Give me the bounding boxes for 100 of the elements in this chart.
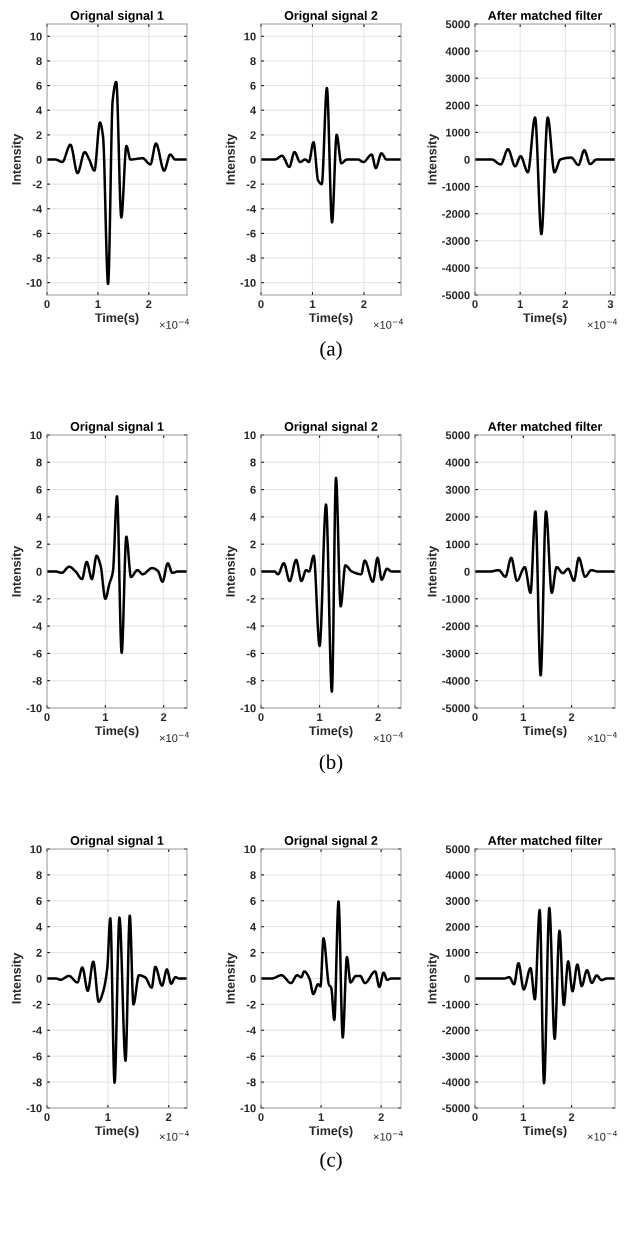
y-tick-label: 8: [36, 458, 42, 467]
text: ×10$^{−4}$: [159, 1130, 190, 1141]
x-tick-label: 1: [95, 300, 101, 308]
y-tick-label: -2: [32, 180, 42, 189]
x-tick-label: 2: [568, 1113, 575, 1121]
y-tick-label: 3000: [445, 897, 470, 905]
y-tick-label: -1000: [442, 595, 470, 603]
x-tick-label: 3: [607, 300, 614, 309]
y-tick-label: 2: [250, 540, 256, 549]
y-tick-label: 0: [250, 155, 256, 164]
y-tick-label: -10: [240, 278, 256, 287]
y-tick-label: 3000: [445, 485, 470, 494]
text: ×10$^{−4}$: [159, 318, 190, 329]
y-tick-label: 4000: [445, 47, 470, 56]
x-axis-title: Time(s): [309, 726, 353, 738]
y-axis-title: Intensity: [11, 952, 24, 1004]
x-axis-title: Time(s): [309, 313, 353, 325]
y-tick-label: -2: [246, 595, 256, 603]
x-tick-label: 0: [472, 1113, 478, 1122]
y-tick-label: -4: [246, 622, 257, 631]
y-axis-title: Intensity: [11, 133, 24, 185]
y-axis-title: Intensity: [225, 952, 238, 1004]
y-tick-label: 10: [244, 845, 256, 854]
y-tick-label: -6: [246, 229, 256, 238]
y-tick-label: -2000: [442, 209, 470, 218]
x-tick-label: 1: [310, 300, 316, 308]
chart-title: Orignal signal 1: [70, 10, 164, 23]
y-tick-label: 10: [244, 431, 256, 440]
y-axis-title: Intensity: [427, 545, 439, 597]
y-tick-label: 2000: [445, 513, 470, 522]
y-tick-label: -3000: [442, 237, 470, 245]
y-tick-label: 0: [36, 567, 42, 576]
y-tick-label: -10: [26, 704, 42, 713]
y-tick-label: 6: [250, 897, 256, 905]
y-tick-label: -6: [246, 649, 256, 658]
y-tick-label: -8: [32, 254, 42, 263]
y-tick-label: -10: [240, 1104, 256, 1113]
chart-title: Orignal signal 2: [284, 10, 378, 23]
y-tick-label: 8: [250, 871, 256, 880]
x-tick-label: 2: [160, 713, 167, 721]
y-tick-label: 2: [36, 948, 42, 957]
y-tick-label: 4: [250, 106, 257, 115]
y-tick-label: 2: [250, 948, 256, 957]
y-tick-label: 8: [250, 57, 256, 66]
y-tick-label: -6: [32, 1052, 42, 1061]
y-tick-label: -10: [240, 704, 256, 713]
chart-title: After matched filter: [488, 421, 603, 431]
y-tick-label: -1000: [442, 182, 470, 191]
y-tick-label: -4: [32, 622, 43, 631]
y-tick-label: -6: [32, 229, 42, 238]
x-tick-label: 0: [44, 300, 50, 309]
y-tick-label: 4: [36, 106, 43, 115]
y-tick-label: -2: [32, 1000, 42, 1009]
y-tick-label: 10: [30, 32, 42, 41]
y-tick-label: -2: [246, 180, 256, 189]
y-axis-title: Intensity: [11, 545, 24, 597]
x-tick-label: 2: [166, 1113, 172, 1121]
y-tick-label: -4: [32, 1026, 43, 1035]
y-tick-label: -8: [32, 676, 42, 685]
y-tick-label: 8: [36, 57, 42, 66]
y-tick-label: 0: [464, 567, 470, 576]
x-axis-title: Time(s): [95, 1126, 139, 1138]
x-tick-label: 0: [472, 713, 478, 722]
y-tick-label: 5000: [445, 20, 470, 29]
y-tick-label: -5000: [442, 704, 470, 713]
x-axis-title: Time(s): [95, 726, 139, 738]
y-tick-label: 4: [36, 513, 43, 521]
chart-title: Orignal signal 2: [284, 835, 378, 848]
y-tick-label: -10: [26, 1104, 42, 1113]
x-tick-label: 1: [105, 1113, 111, 1121]
x-tick-label: 1: [517, 300, 523, 308]
y-tick-label: 0: [250, 567, 256, 576]
x-tick-label: 0: [258, 1113, 264, 1122]
y-tick-label: -10: [26, 278, 42, 287]
x-tick-label: 2: [146, 300, 152, 308]
x-tick-label: 1: [318, 1113, 324, 1121]
y-tick-label: -8: [246, 1078, 256, 1087]
y-tick-label: -2: [32, 595, 42, 603]
y-tick-label: 0: [464, 974, 470, 983]
y-tick-label: 10: [244, 32, 256, 41]
y-tick-label: 5000: [445, 431, 470, 440]
y-tick-label: 4: [250, 923, 257, 931]
y-tick-label: 6: [36, 81, 42, 90]
y-tick-label: 0: [464, 155, 470, 164]
y-tick-label: -4: [246, 205, 257, 213]
x-tick-label: 0: [44, 713, 50, 722]
y-axis-title: Intensity: [427, 133, 439, 185]
y-tick-label: 0: [36, 155, 42, 164]
x-tick-label: 2: [375, 713, 381, 721]
y-tick-label: 2: [36, 131, 42, 139]
x-tick-label: 1: [102, 713, 109, 721]
y-tick-label: -4000: [442, 1078, 470, 1087]
y-axis-title: Intensity: [225, 545, 238, 597]
y-tick-label: -3000: [442, 649, 470, 658]
y-tick-label: 8: [250, 458, 256, 467]
x-axis-title: Time(s): [95, 313, 139, 325]
y-tick-label: 4: [36, 923, 43, 931]
y-tick-label: 5000: [445, 845, 470, 854]
y-tick-label: 4: [250, 513, 257, 521]
x-tick-label: 0: [472, 300, 478, 309]
